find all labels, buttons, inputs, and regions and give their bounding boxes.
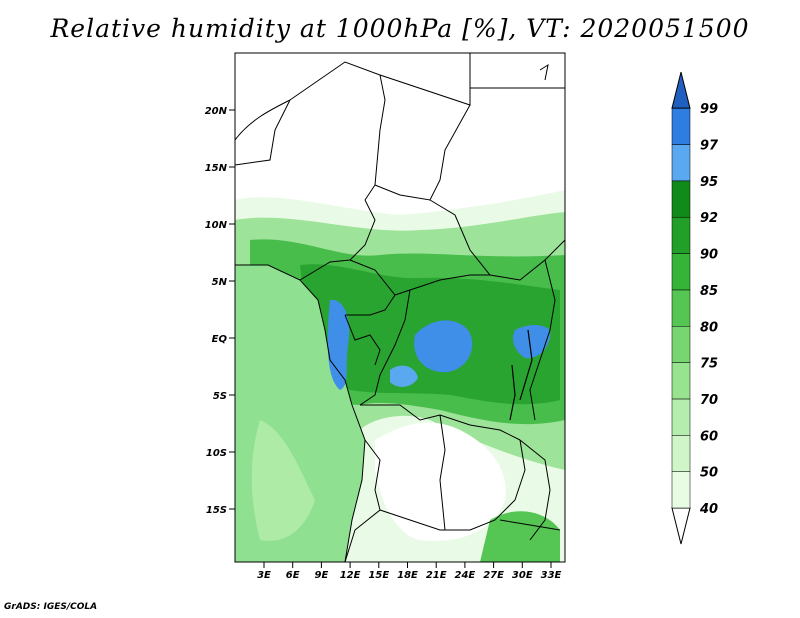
lat-tick-label: 20N <box>205 106 228 117</box>
colorbar-label: 85 <box>700 284 718 299</box>
latitude-axis: 20N 15N 10N 5N EQ 5S 10S 15S <box>205 106 235 516</box>
lat-tick-label: 10N <box>205 220 228 231</box>
colorbar-segment <box>671 107 691 145</box>
lon-tick-label: 12E <box>340 570 361 581</box>
colorbar-label: 70 <box>700 393 718 408</box>
lat-tick-label: EQ <box>212 334 228 345</box>
coastline <box>235 63 549 562</box>
longitude-axis: 3E 6E 9E 12E 15E 18E 21E 24E 27E 30E 33E <box>257 562 562 581</box>
lat-tick-label: 10S <box>206 448 227 459</box>
lat-tick-label: 5S <box>213 391 227 402</box>
colorbar-segment <box>671 253 691 291</box>
colorbar-label: 60 <box>700 429 718 444</box>
lon-tick-label: 6E <box>286 570 300 581</box>
colorbar-segment <box>671 180 691 218</box>
map-panel <box>235 53 565 562</box>
colorbar-segment <box>671 326 691 363</box>
colorbar-label: 75 <box>700 357 718 372</box>
map-frame <box>234 52 566 563</box>
lon-tick-label: 33E <box>541 570 562 581</box>
lon-tick-label: 27E <box>483 570 504 581</box>
colorbar-label: 97 <box>700 139 719 154</box>
colorbar-label: 50 <box>700 466 718 481</box>
humid-patch-coast <box>327 299 350 390</box>
lon-tick-label: 24E <box>455 570 476 581</box>
lon-tick-label: 9E <box>315 570 329 581</box>
humid-patch-congo <box>414 320 473 373</box>
humid-patch-center <box>390 365 418 387</box>
colorbar-segment <box>671 398 691 436</box>
colorbar-label: 92 <box>700 211 718 226</box>
colorbar: 40 50 60 70 75 80 85 90 92 95 97 99 <box>671 72 719 545</box>
colorbar-segment <box>671 362 691 400</box>
ocean-lighter-patch <box>251 420 315 541</box>
lat-tick-label: 15N <box>205 163 228 174</box>
colorbar-label: 95 <box>700 175 718 190</box>
colorbar-upper-triangle <box>671 72 691 109</box>
colorbar-segment <box>671 144 691 182</box>
lat-tick-label: 5N <box>212 277 228 288</box>
southern-green-patch <box>480 511 560 562</box>
lon-tick-label: 3E <box>257 570 271 581</box>
colorbar-label: 80 <box>700 320 718 335</box>
colorbar-segment <box>671 471 691 509</box>
colorbar-label: 99 <box>700 102 718 117</box>
lon-tick-label: 30E <box>512 570 533 581</box>
lon-tick-label: 18E <box>397 570 418 581</box>
colorbar-segment <box>671 216 691 254</box>
colorbar-segment <box>671 289 691 327</box>
colorbar-label: 90 <box>700 248 718 263</box>
lon-tick-label: 21E <box>426 570 447 581</box>
humid-patch-east <box>513 325 551 359</box>
lon-tick-label: 15E <box>368 570 389 581</box>
grads-credit: GrADS: IGES/COLA <box>4 602 98 612</box>
colorbar-segment <box>671 435 691 472</box>
country-borders <box>235 53 565 562</box>
colorbar-label: 40 <box>699 502 718 517</box>
map-title: Relative humidity at 1000hPa [%], VT: 20… <box>50 14 750 43</box>
colorbar-lower-triangle <box>671 507 691 545</box>
lat-tick-label: 15S <box>206 505 227 516</box>
